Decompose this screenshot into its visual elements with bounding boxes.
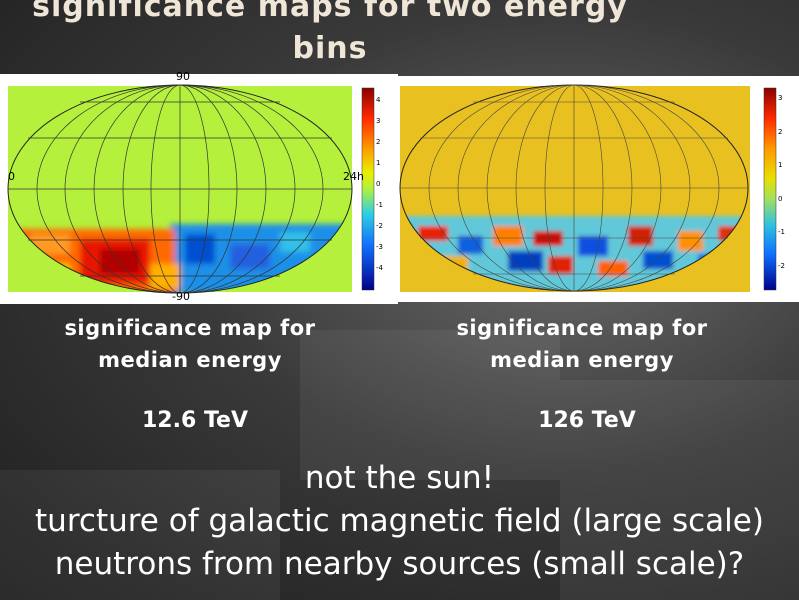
left-energy-label: 12.6 TeV (142, 408, 248, 433)
colorbar-tick-label: 2 (778, 127, 783, 136)
colorbar-tick-label: 3 (376, 117, 381, 125)
left-colorbar (361, 87, 375, 291)
colorbar-tick-label: -4 (376, 264, 383, 272)
left-map-right-label: 24h (343, 170, 364, 183)
colorbar-tick-label: 4 (376, 96, 381, 104)
colorbar-tick-label: -1 (778, 228, 785, 237)
slide-title: significance maps for two energy bins (32, 0, 628, 66)
background-tile (300, 330, 560, 480)
colorbar-tick-label: 2 (376, 138, 381, 146)
left-map-graphic (7, 84, 375, 294)
colorbar-tick-label: 1 (778, 161, 783, 170)
right-map-graphic (399, 84, 777, 292)
right-caption: significance map for median energy (456, 316, 708, 372)
right-energy-label: 126 TeV (538, 408, 636, 433)
colorbar-tick-label: 3 (778, 94, 783, 102)
background-tile (560, 380, 799, 600)
left-map-top-label: 90 (176, 70, 190, 83)
left-map-bottom-label: -90 (172, 290, 190, 303)
colorbar-tick-label: 0 (778, 194, 783, 203)
colorbar-tick-label: -2 (376, 222, 383, 230)
left-significance-map: 90 -90 0 24h 4 3 2 1 0 -1 -2 -3 -4 (0, 70, 398, 304)
right-colorbar (763, 87, 777, 291)
colorbar-tick-label: -1 (376, 201, 383, 209)
left-map-left-label: 0 (8, 170, 15, 183)
bottom-line-1: not the sun! (304, 460, 495, 496)
bottom-line-3: neutrons from nearby sources (small scal… (54, 546, 745, 582)
colorbar-tick-label: 1 (376, 159, 381, 167)
background-tile (0, 470, 280, 600)
bottom-line-2: turcture of galactic magnetic field (lar… (35, 503, 764, 539)
right-significance-map: 3 2 1 0 -1 -2 (398, 76, 799, 302)
colorbar-tick-label: 0 (376, 180, 381, 188)
colorbar-tick-label: -3 (376, 243, 383, 251)
colorbar-tick-label: -2 (778, 262, 785, 270)
left-caption: significance map for median energy (64, 316, 316, 372)
